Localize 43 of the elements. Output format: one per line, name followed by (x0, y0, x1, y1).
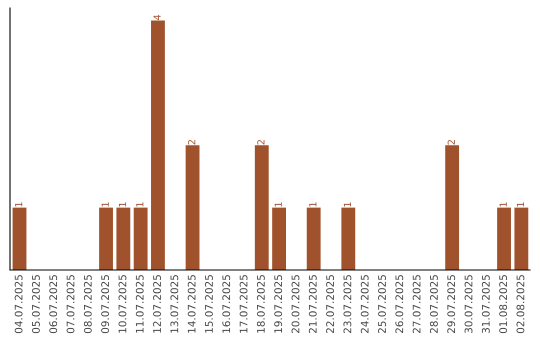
data-label: 1 (118, 202, 126, 207)
x-tick-label: 07.07.2025 (66, 275, 74, 334)
x-tick-label: 16.07.2025 (222, 275, 230, 333)
x-tick-label: 05.07.2025 (32, 275, 40, 334)
data-label: 4 (154, 14, 161, 20)
x-tick-label: 22.07.2025 (326, 275, 334, 334)
x-tick-label: 19.07.2025 (274, 275, 282, 333)
x-tick-label: 12.07.2025 (153, 275, 161, 333)
x-tick-label: 24.07.2025 (360, 275, 369, 334)
x-tick-label: 29.07.2025 (447, 275, 456, 334)
data-label: 1 (344, 202, 351, 207)
data-label: 1 (309, 202, 316, 207)
data-label: 1 (500, 202, 507, 207)
x-tick-label: 09.07.2025 (101, 275, 110, 334)
x-tick-label: 15.07.2025 (205, 275, 213, 333)
x-tick-label: 18.07.2025 (256, 275, 265, 333)
x-tick-label: 10.07.2025 (118, 275, 126, 333)
x-tick-label: 01.08.2025 (499, 275, 508, 334)
x-tick-label: 21.07.2025 (308, 275, 317, 334)
data-label: 2 (448, 140, 455, 145)
x-tick-label: 17.07.2025 (240, 275, 248, 333)
data-label: 2 (257, 140, 264, 145)
x-tick-label: 25.07.2025 (378, 275, 386, 334)
x-tick-label: 27.07.2025 (412, 275, 421, 334)
x-tick-label: 11.07.2025 (136, 275, 144, 333)
x-tick-label: 08.07.2025 (84, 275, 92, 334)
data-label: 1 (136, 202, 144, 207)
x-tick-label: 31.07.2025 (482, 275, 490, 334)
x-tick-label: 06.07.2025 (49, 275, 58, 334)
data-label: 1 (274, 202, 282, 207)
x-tick-label: 26.07.2025 (395, 275, 404, 334)
x-tick-label: 23.07.2025 (343, 275, 352, 334)
x-tick-label: 02.08.2025 (516, 275, 524, 334)
x-tick-label: 14.07.2025 (188, 275, 196, 333)
x-tick-label: 20.07.2025 (292, 275, 300, 334)
data-label: 2 (188, 140, 196, 145)
data-label: 1 (102, 202, 109, 207)
data-label: 1 (15, 202, 22, 207)
x-tick-label: 04.07.2025 (14, 275, 23, 334)
data-label: 1 (516, 202, 524, 207)
x-tick-label: 28.07.2025 (430, 275, 438, 334)
x-tick-label: 30.07.2025 (464, 275, 472, 334)
x-tick-label: 13.07.2025 (170, 275, 178, 333)
